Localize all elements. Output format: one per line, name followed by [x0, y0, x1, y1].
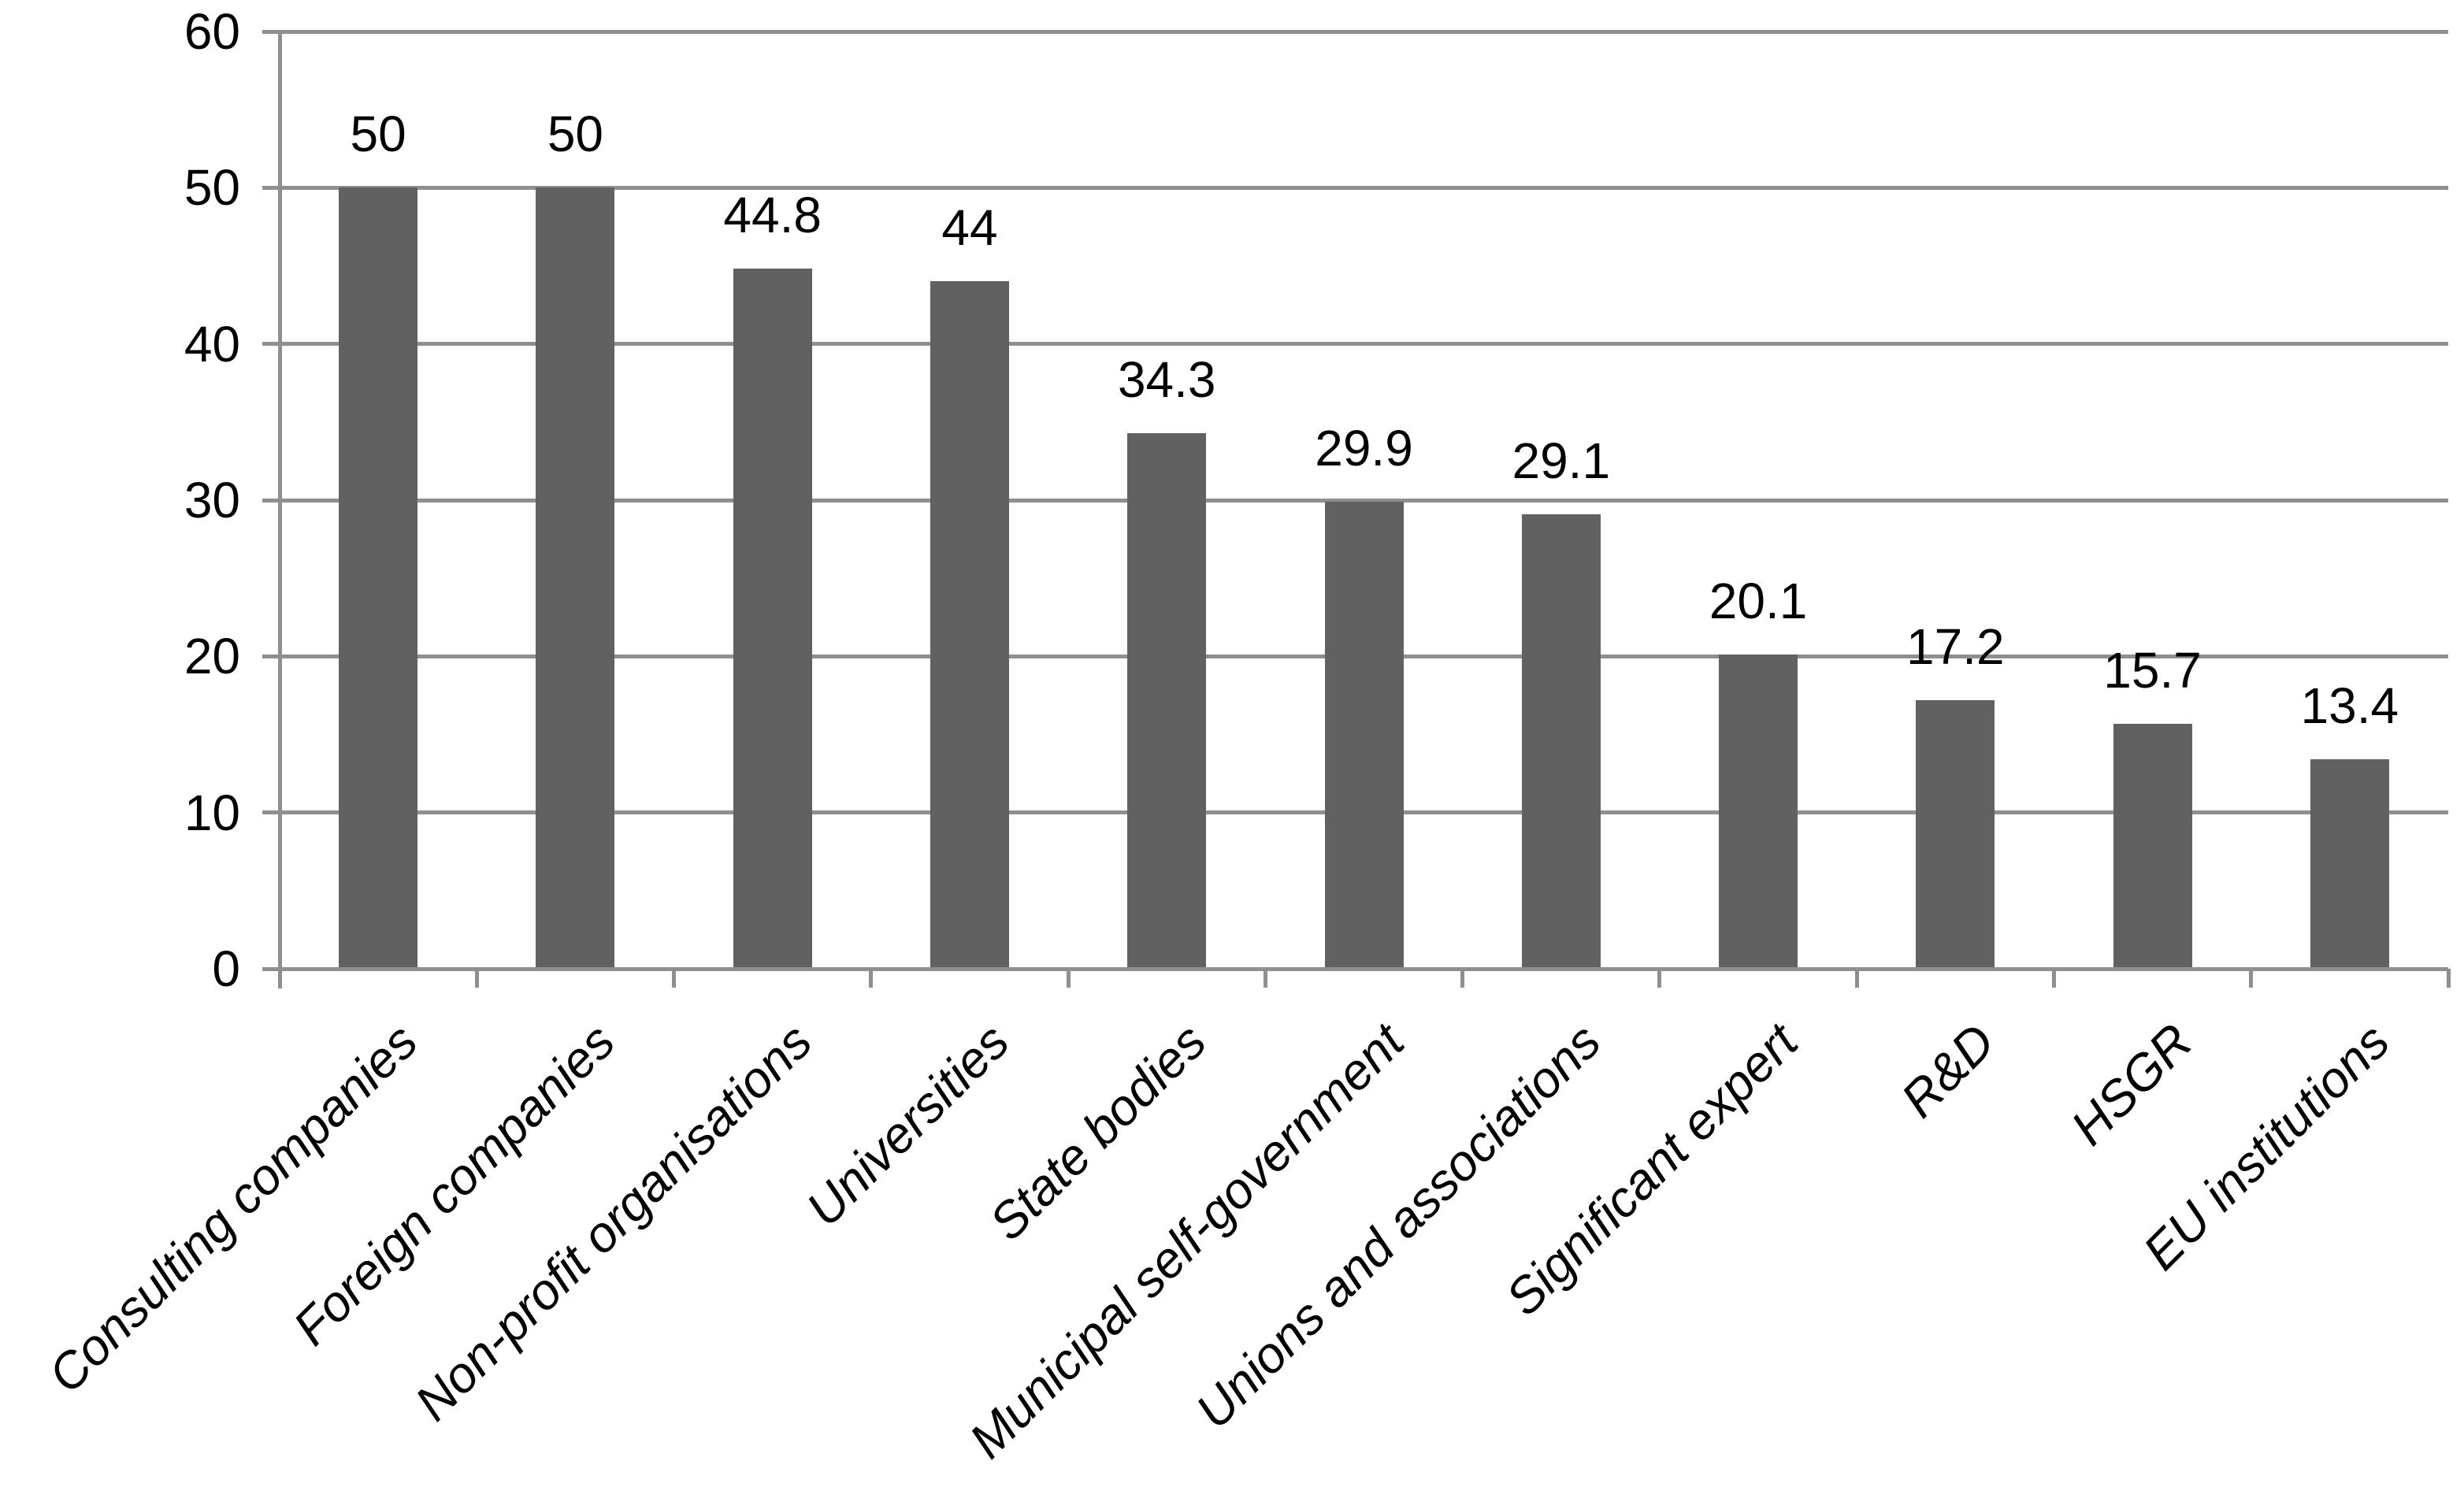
bar-municipal-self-government — [1324, 501, 1404, 969]
bar-unions-and-associations — [1521, 514, 1601, 969]
data-label-universities: 44 — [941, 199, 998, 257]
x-axis-tick — [1657, 969, 1662, 988]
bar-foreign-companies — [536, 187, 615, 969]
x-axis-tick — [1263, 969, 1267, 988]
data-label-non-profit-organisations: 44.8 — [723, 187, 822, 244]
y-axis-tick-label: 60 — [184, 3, 240, 60]
bar-universities — [930, 281, 1009, 969]
y-axis-tick-label: 40 — [184, 315, 240, 373]
y-axis-line — [277, 29, 282, 988]
bar-eu-institutions — [2310, 759, 2389, 969]
y-axis-tick-label: 30 — [184, 472, 240, 528]
data-label-eu-institutions: 13.4 — [2300, 677, 2399, 735]
bar-significant-expert — [1719, 655, 1798, 969]
data-label-unions-and-associations: 29.1 — [1512, 432, 1611, 489]
bar-state-bodies — [1127, 432, 1207, 969]
x-axis-tick — [672, 969, 677, 988]
x-axis-category-label-non-profit-organisations: Non-profit organisations — [404, 1012, 823, 1432]
x-axis-category-label-hsgr: HSGR — [2059, 1012, 2203, 1156]
x-axis-category-label-consulting-companies: Consulting companies — [37, 1012, 429, 1404]
y-axis-tick-label: 0 — [212, 940, 240, 997]
y-axis-tick-label: 20 — [184, 628, 240, 685]
x-axis-line — [262, 966, 2448, 971]
x-axis-tick — [869, 969, 874, 988]
data-label-r-d: 17.2 — [1906, 617, 2005, 675]
bar-hsgr — [2113, 723, 2192, 969]
x-axis-tick — [2051, 969, 2056, 988]
gridline — [262, 498, 2448, 502]
x-axis-tick — [1854, 969, 1859, 988]
bar-r-d — [1916, 699, 1995, 969]
y-axis-tick-label: 10 — [184, 784, 240, 841]
x-axis-tick — [474, 969, 479, 988]
gridline — [262, 185, 2448, 190]
x-axis-tick — [1066, 969, 1071, 988]
bar-consulting-companies — [339, 187, 418, 969]
x-axis-category-label-unions-and-associations: Unions and associations — [1185, 1012, 1612, 1440]
x-axis-tick — [2446, 969, 2451, 988]
gridline — [262, 342, 2448, 347]
bar-non-profit-organisations — [733, 269, 812, 969]
x-axis-tick — [2249, 969, 2254, 988]
data-label-hsgr: 15.7 — [2103, 641, 2202, 699]
data-label-consulting-companies: 50 — [350, 106, 406, 163]
x-axis-category-label-r-d: R&D — [1890, 1012, 2006, 1129]
data-label-municipal-self-government: 29.9 — [1315, 419, 1413, 477]
gridline — [262, 29, 2448, 34]
data-label-state-bodies: 34.3 — [1117, 350, 1216, 408]
y-axis-tick-label: 50 — [184, 159, 240, 217]
x-axis-tick — [1460, 969, 1465, 988]
data-label-foreign-companies: 50 — [547, 106, 603, 163]
data-label-significant-expert: 20.1 — [1709, 573, 1808, 630]
